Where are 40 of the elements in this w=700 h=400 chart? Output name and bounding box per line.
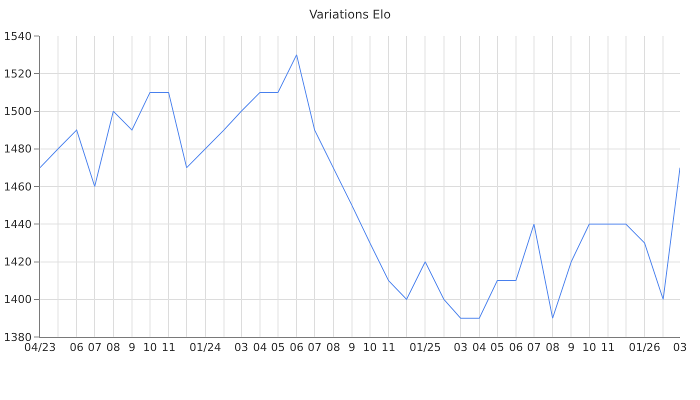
x-tick-label: 07	[88, 341, 102, 354]
y-tick-label: 1400	[4, 293, 32, 306]
x-tick-label: 03	[234, 341, 248, 354]
x-tick-label: 11	[600, 341, 615, 354]
x-tick-label: 11	[162, 341, 176, 354]
x-tick-label: 04	[252, 341, 267, 354]
x-tick-label: 01/26	[628, 341, 660, 354]
chart-title: Variations Elo	[309, 7, 391, 22]
x-tick-label: 06	[70, 341, 84, 354]
line-series	[40, 54, 680, 319]
x-tick-label: 10	[142, 341, 157, 354]
x-tick-label: 07	[526, 341, 541, 354]
y-tick-label: 1520	[4, 67, 32, 80]
x-tick-label: 9	[348, 341, 356, 354]
y-tick-label: 1480	[4, 142, 32, 156]
x-tick-label: 04	[472, 341, 486, 354]
y-tick-label: 1420	[4, 256, 32, 269]
x-tick-label: 10	[582, 341, 596, 354]
y-tick-label: 1440	[4, 218, 32, 231]
x-tick-label: 07	[308, 341, 322, 354]
x-tick-label: 03	[673, 341, 687, 354]
x-tick-label: 05	[270, 341, 285, 354]
x-tick-label: 05	[490, 341, 504, 354]
x-tick-label: 06	[508, 341, 523, 354]
y-tick-label: 1460	[4, 180, 32, 194]
x-tick-label: 01/24	[189, 341, 222, 354]
x-tick-label: 9	[128, 341, 136, 354]
x-tick-label: 11	[382, 341, 396, 354]
x-tick-label: 04/23	[24, 341, 56, 354]
y-tick-label: 1500	[4, 105, 32, 118]
y-tick-label: 1380	[4, 330, 32, 344]
y-tick-label: 1540	[4, 30, 32, 43]
x-tick-label: 08	[326, 341, 340, 354]
x-tick-label: 03	[454, 341, 468, 354]
x-tick-label: 08	[106, 341, 120, 354]
x-tick-label: 08	[546, 341, 560, 354]
x-tick-label: 06	[290, 341, 304, 354]
x-tick-label: 9	[568, 341, 575, 354]
x-tick-label: 01/25	[409, 341, 442, 354]
x-tick-label: 10	[362, 341, 377, 354]
